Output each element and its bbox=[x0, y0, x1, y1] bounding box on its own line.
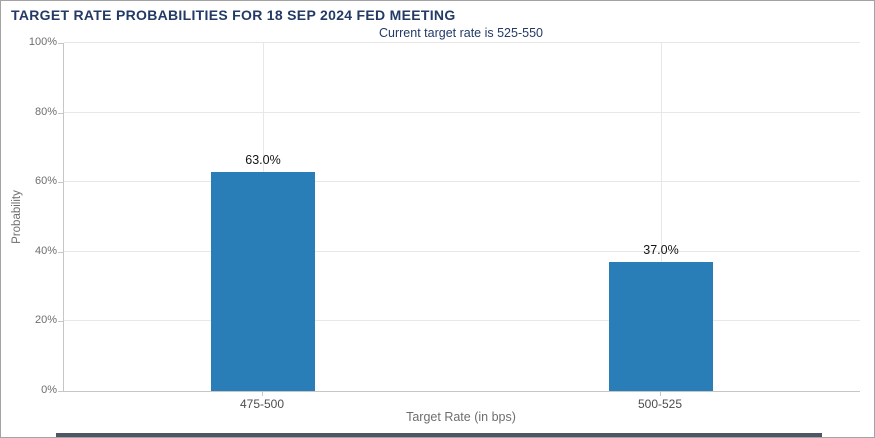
y-tick-mark bbox=[58, 182, 63, 184]
x-tick-label: 475-500 bbox=[239, 397, 285, 411]
y-tick-label: 60% bbox=[34, 175, 57, 188]
x-tick-mark bbox=[659, 392, 661, 396]
gridline-y-80 bbox=[64, 111, 860, 113]
y-tick-label: 20% bbox=[34, 314, 57, 327]
x-tick-mark bbox=[261, 392, 263, 396]
y-tick-label: 0% bbox=[41, 384, 57, 396]
y-axis-title-wrap: Probability bbox=[3, 43, 31, 391]
gridline-x-500-525 bbox=[660, 43, 662, 391]
y-tick-label: 40% bbox=[34, 244, 57, 257]
plot-area: 63.0% 37.0% bbox=[63, 42, 860, 392]
y-tick-label: 100% bbox=[28, 36, 57, 48]
gridline-y-100 bbox=[64, 42, 860, 43]
bar-value-label: 37.0% bbox=[643, 243, 679, 258]
chart-subtitle: Current target rate is 525-550 bbox=[379, 26, 543, 40]
bottom-divider bbox=[56, 433, 822, 437]
x-axis-title: Target Rate (in bps) bbox=[406, 410, 516, 424]
bar-value-label: 63.0% bbox=[245, 152, 281, 167]
y-tick-mark bbox=[58, 112, 63, 114]
y-tick-mark bbox=[58, 321, 63, 323]
y-axis-title: Probability bbox=[11, 190, 24, 244]
gridline-y-20 bbox=[64, 320, 860, 322]
y-tick-label: 80% bbox=[34, 105, 57, 118]
gridline-y-40 bbox=[64, 250, 860, 252]
y-tick-mark bbox=[58, 251, 63, 253]
gridline-y-60 bbox=[64, 181, 860, 183]
bar-475-500[interactable] bbox=[211, 171, 315, 391]
y-tick-mark bbox=[58, 391, 63, 392]
y-tick-mark bbox=[58, 43, 63, 44]
x-tick-label: 500-525 bbox=[637, 397, 683, 411]
chart-title: TARGET RATE PROBABILITIES FOR 18 SEP 202… bbox=[11, 7, 456, 23]
bar-500-525[interactable] bbox=[609, 262, 713, 391]
